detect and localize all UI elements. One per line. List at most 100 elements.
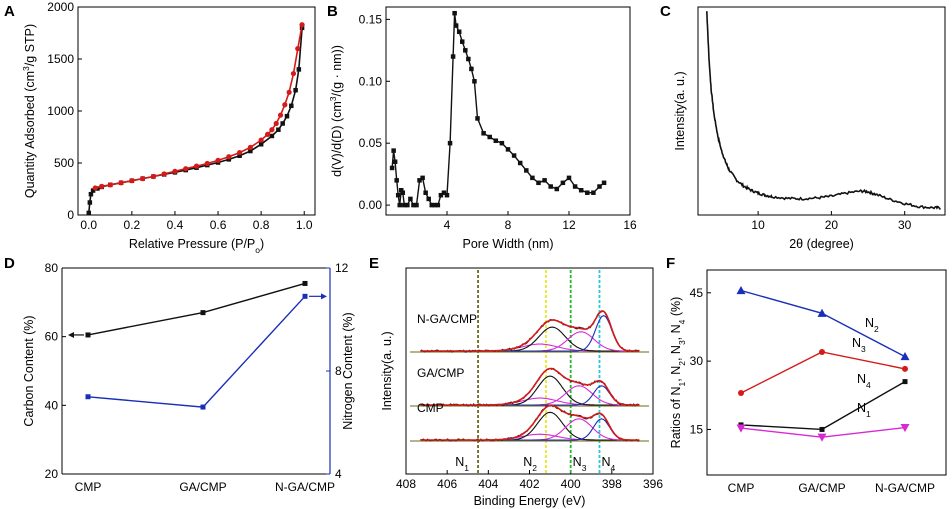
panel-a-desorption-point [295,46,301,52]
panel-a-desorption-point [269,127,275,133]
panel-e-reference-label-text: N [573,455,582,469]
panel-e-reference-label-sub: 4 [611,463,616,473]
panel-b-psd-point [456,29,462,35]
panel-letter-e: E [369,255,379,272]
panel-c-xtick-label: 30 [898,218,912,232]
panel-e-sample-label: GA/CMP [417,366,464,380]
panel-b-psd-point [572,184,578,189]
panel-b-ytick-label: 0.15 [359,12,383,26]
panel-f-N3-label: N3 [852,336,866,354]
panel-f-ylabel-sep: , N [669,324,683,340]
panel-b-psd-point [391,148,396,153]
panel-f-ylabel-text: Ratios of N [669,386,683,448]
panel-b-psd-point [475,116,480,121]
panel-a-adsorption-point [284,113,290,119]
panel-f-N2-label-sub: 2 [874,324,879,334]
panel-a-adsorption-point [88,191,94,197]
panel-a-xtick-label: 0.4 [167,218,184,232]
panel-b-psd-point [466,56,471,62]
panel-b-ylabel-part: /(g · nm)) [330,45,344,96]
panel-e-component-peak [478,331,635,352]
panel-b-psd-point [460,39,465,44]
panel-f-N2-point [900,352,910,361]
panel-e-reference-label-sub: 2 [532,463,537,473]
panel-b-ylabel: d(V)/d(D) (cm3/(g · nm)) [328,45,344,177]
panel-c-xtick-label: 10 [751,218,765,232]
panel-c-ylabel: Intensity(a. u.) [673,71,687,150]
panel-f-ytick-label: 15 [690,422,704,436]
panel-a-adsorption-point [258,142,264,147]
panel-e-reference-label-n2: N2 [523,455,537,473]
panel-f-N1-point [900,424,910,433]
panel-b-psd-point [429,202,434,208]
panel-a-desorption-point [193,163,200,169]
panel-c-xtick-label: 20 [825,218,839,232]
panel-b-pore-distribution: 4 8 12 16 0.00 0.05 0.10 0.15 Pore Width (nm) d(V… [328,6,637,251]
panel-f-ylabel-sep: (%) [669,297,683,320]
panel-b-psd-point [505,147,511,152]
panel-b-psd-point [554,186,560,192]
panel-b-psd-point [585,190,590,195]
panel-d-nitrogen-point [200,404,206,410]
panel-c-frame [697,6,946,216]
panel-b-psd-point [591,190,596,195]
panel-b-psd-point [420,175,425,181]
panel-a-desorption-line [95,24,303,189]
panel-b-psd-point [530,175,535,181]
panel-a-adsorption-point [248,148,253,154]
panel-b-psd-point [511,153,517,158]
panel-a-xlabel-end: ) [260,237,264,251]
panel-b-psd-point [578,187,584,193]
panel-a-desorption-point [92,185,98,191]
panel-e-ylabel-part: Intensity(a. u.) [380,331,394,410]
panel-c-xrd: 10 20 30 2θ (degree) Intensity(a. u.) [673,6,946,251]
panel-b-psd-point [452,10,457,16]
panel-b-psd-point [405,202,410,208]
panel-b-xtick-label: 4 [444,218,451,232]
panel-a-adsorption-point [280,121,285,126]
panel-b-psd-point [426,196,431,202]
panel-d-ytick-right-label: 8 [335,364,342,378]
panel-a-desorption-point [299,22,305,28]
panel-b-ylabel-part: d(V)/d(D) (cm [330,101,344,177]
panel-letter-b: B [327,3,338,20]
panel-f-N4-point [902,379,908,385]
panel-a-ytick-label: 0 [67,208,74,222]
panel-e-fit-envelope [420,367,640,406]
panel-b-ytick-label: 0.10 [359,74,383,88]
panel-f-N1-point [736,424,746,433]
panel-f-N1-label: N1 [857,401,871,419]
panel-d-carbon-arrowhead [68,331,74,338]
panel-f-ylabel-sub: 2 [677,361,687,366]
panel-f-frame [706,269,947,476]
panel-d-nitrogen-point [85,394,91,400]
panel-d-category-label: CMP [75,480,102,494]
panel-d-ytick-right-label: 4 [335,467,342,481]
panel-b-psd-point [450,54,456,59]
panel-f-N2-point [817,308,827,317]
panel-f-N4-label-sub: 4 [866,380,871,390]
panel-b-ytick-label: 0.05 [359,136,383,150]
panel-b-psd-point [601,180,607,186]
panel-d-category-label: N-GA/CMP [275,480,335,494]
panel-a-desorption-point [247,144,253,150]
panel-a-desorption-point [172,168,178,174]
panel-f-ylabel-sub: 3 [677,340,687,345]
panel-a-ylabel-part: Quantity Adsorbed (cm [23,71,37,198]
panel-b-psd-point [395,192,401,198]
panel-a-xtick-label: 0.6 [210,218,227,232]
panel-e-xtick-label: 402 [519,477,539,491]
panel-a-xtick-label: 0.0 [80,218,97,232]
panel-e-xtick-label: 400 [561,477,581,491]
panel-b-psd-point [417,178,422,183]
panel-a-adsorption-point [87,200,93,205]
panel-f-ylabel-sub: 4 [677,319,687,324]
panel-e-reference-label-n4: N4 [601,455,615,473]
panel-f-N1-point [817,433,827,442]
panel-a-adsorption-point [276,127,281,132]
panel-b-psd-point [481,131,486,136]
panel-f-N3-point [738,390,744,396]
panel-b-xtick-label: 12 [562,218,576,232]
panel-e-xtick-label: 408 [396,477,416,491]
